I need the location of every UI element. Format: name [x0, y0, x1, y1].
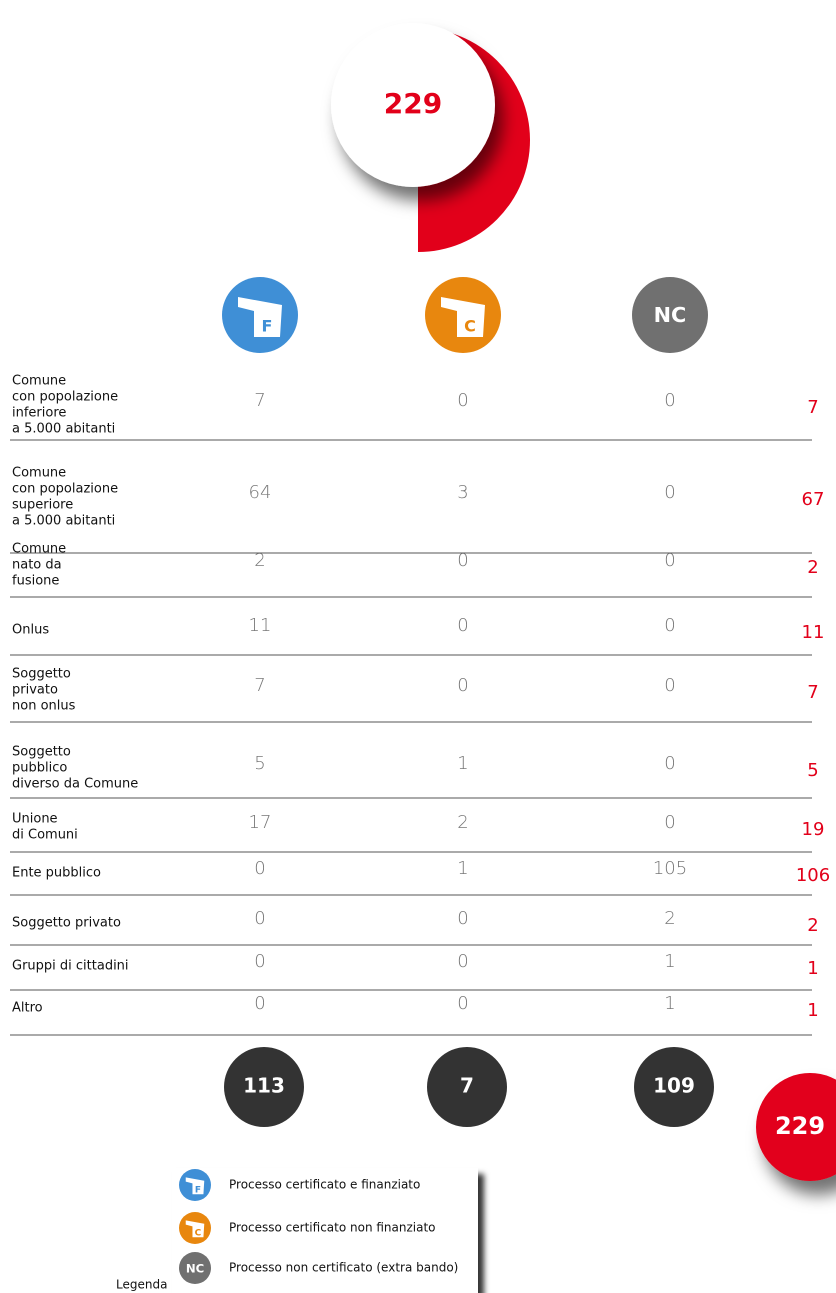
grand-total: 229: [775, 1112, 825, 1140]
footer-circle: [427, 1047, 507, 1127]
grand-total-circle: [756, 1073, 836, 1181]
cell-value: 2: [254, 550, 265, 571]
legend-box: [172, 1168, 478, 1293]
cell-value: 11: [249, 615, 272, 636]
icon-shape: [185, 1177, 205, 1195]
cell-value: 0: [457, 993, 468, 1014]
footer-circle: [224, 1047, 304, 1127]
cell-value: 1: [664, 993, 675, 1014]
row-total: 5: [807, 760, 818, 781]
row-label: privato: [12, 683, 58, 698]
total: 229: [384, 87, 442, 120]
footer-circle: [634, 1047, 714, 1127]
row-label: a 5.000 abitanti: [12, 422, 115, 437]
cell-value: 0: [254, 951, 265, 972]
row-total: 106: [796, 865, 830, 886]
cell-value: 7: [254, 675, 265, 696]
row-label: nato da: [12, 558, 62, 573]
icon-letter: C: [464, 317, 476, 336]
footer-value: 113: [243, 1074, 285, 1098]
cell-value: 2: [664, 908, 675, 929]
cell-value: 0: [664, 482, 675, 503]
row-label: con popolazione: [12, 390, 118, 405]
row-label: a 5.000 abitanti: [12, 514, 115, 529]
row-total: 67: [802, 489, 825, 510]
row-total: 1: [807, 958, 818, 979]
row-label: inferiore: [12, 406, 66, 421]
cell-value: 0: [254, 993, 265, 1014]
cell-value: 17: [249, 812, 272, 833]
cell-value: 0: [254, 908, 265, 929]
cell-value: 1: [457, 753, 468, 774]
row-label: Ente pubblico: [12, 866, 101, 881]
cell-value: 0: [457, 675, 468, 696]
cell-value: 1: [457, 858, 468, 879]
row-label: Gruppi di cittadini: [12, 959, 129, 974]
icon-letter: F: [262, 317, 273, 336]
row-total: 2: [807, 915, 818, 936]
cell-value: 0: [664, 550, 675, 571]
row-total: 1: [807, 1000, 818, 1021]
row-total: 11: [802, 622, 825, 643]
cell-value: 5: [254, 753, 265, 774]
cell-value: 0: [664, 675, 675, 696]
cell-value: 0: [457, 390, 468, 411]
row-total: 2: [807, 557, 818, 578]
cell-value: 105: [653, 858, 687, 879]
row-label: Comune: [12, 466, 66, 481]
row-label: pubblico: [12, 761, 67, 776]
legend-text: Processo certificato non finanziato: [229, 1221, 436, 1235]
footer-value: 109: [653, 1074, 695, 1098]
icon-letter: C: [195, 1229, 202, 1239]
row-label: Soggetto privato: [12, 916, 121, 931]
row-label: Onlus: [12, 623, 49, 638]
icon-circle: [179, 1252, 211, 1284]
row-label: non onlus: [12, 699, 76, 714]
cell-value: 3: [457, 482, 468, 503]
icon-shape: [441, 297, 485, 337]
icon-letter: NC: [654, 303, 687, 327]
icon-circle: [632, 277, 708, 353]
row-label: Comune: [12, 374, 66, 389]
icon-shape: [185, 1220, 205, 1238]
cell-value: 1: [664, 951, 675, 972]
cell-value: 0: [457, 615, 468, 636]
legend-title: Legenda: [116, 1278, 167, 1292]
icon-shape: [238, 297, 282, 337]
icon-letter: F: [195, 1186, 201, 1196]
cell-value: 0: [664, 390, 675, 411]
legend-text: Processo certificato e finanziato: [229, 1178, 420, 1192]
cell-value: 2: [457, 812, 468, 833]
row-total: 19: [802, 819, 825, 840]
icon-letter: NC: [186, 1262, 204, 1276]
row-label: Altro: [12, 1001, 43, 1016]
row-label: con popolazione: [12, 482, 118, 497]
row-label: diverso da Comune: [12, 777, 138, 792]
row-total: 7: [807, 397, 818, 418]
cell-value: 0: [457, 951, 468, 972]
cell-value: 0: [664, 812, 675, 833]
row-label: Soggetto: [12, 745, 71, 760]
cell-value: 0: [457, 908, 468, 929]
cell-value: 64: [249, 482, 272, 503]
footer-value: 7: [460, 1074, 474, 1098]
row-label: Unione: [12, 812, 58, 827]
row-label: di Comuni: [12, 828, 78, 843]
legend-text: Processo non certificato (extra bando): [229, 1261, 458, 1275]
row-label: fusione: [12, 574, 59, 589]
cell-value: 0: [254, 858, 265, 879]
row-label: Comune: [12, 542, 66, 557]
row-label: Soggetto: [12, 667, 71, 682]
cell-value: 0: [664, 753, 675, 774]
row-label: superiore: [12, 498, 73, 513]
cell-value: 0: [664, 615, 675, 636]
total-circle: [331, 23, 495, 187]
cell-value: 0: [457, 550, 468, 571]
cell-value: 7: [254, 390, 265, 411]
row-total: 7: [807, 682, 818, 703]
